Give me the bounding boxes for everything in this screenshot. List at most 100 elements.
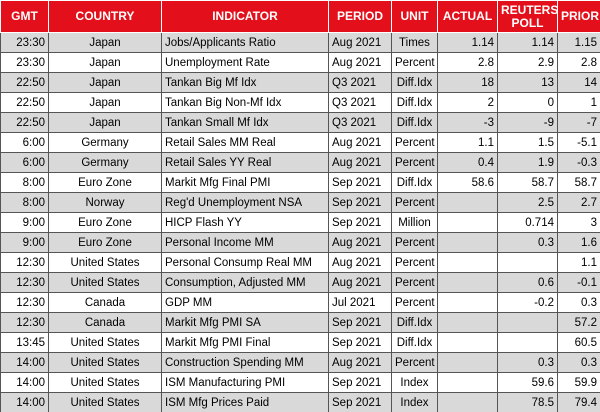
table-cell: Aug 2021: [328, 132, 392, 153]
table-cell: Canada: [48, 292, 162, 313]
table-cell: 0.714: [497, 212, 558, 233]
table-cell: Percent: [391, 252, 438, 273]
table-cell: 2.8: [437, 52, 498, 73]
table-cell: 8:00: [0, 172, 49, 193]
table-cell: Diff.Idx: [391, 72, 438, 93]
table-cell: 0.4: [437, 152, 498, 173]
table-row: 12:30 United States Consumption, Adjusted …: [0, 272, 600, 293]
table-cell: 6:00: [0, 152, 49, 173]
table-cell: Q3 2021: [328, 112, 392, 133]
column-header: INDICATOR: [161, 0, 329, 33]
table-cell: Percent: [391, 132, 438, 153]
table-row: 13:45 United States Markit Mfg PMI Final Se…: [0, 332, 600, 353]
table-cell: [437, 212, 498, 233]
table-cell: 1: [557, 92, 600, 113]
table-row: 9:00 Euro Zone HICP Flash YY Sep 2021 Millio…: [0, 212, 600, 233]
table-cell: -5.1: [557, 132, 600, 153]
table-cell: [437, 192, 498, 213]
table-cell: 13: [497, 72, 558, 93]
table-cell: 58.7: [497, 172, 558, 193]
table-cell: ISM Mfg Prices Paid: [161, 392, 329, 412]
table-cell: 1.1: [557, 252, 600, 273]
table-cell: 0.3: [497, 352, 558, 373]
table-cell: 22:50: [0, 112, 49, 133]
table-row: 22:50 Japan Tankan Big Non-Mf Idx Q3 2021 Di…: [0, 92, 600, 113]
table-row: 8:00 Norway Reg'd Unemployment NSA Sep 2021…: [0, 192, 600, 213]
table-row: 14:00 United States ISM Mfg Prices Paid Sep…: [0, 392, 600, 412]
table-cell: 1.1: [437, 132, 498, 153]
table-cell: Aug 2021: [328, 152, 392, 173]
table-cell: 1.9: [497, 152, 558, 173]
table-body: 23:30 Japan Jobs/Applicants Ratio Aug 2021 T…: [0, 32, 600, 412]
table-cell: 3: [557, 212, 600, 233]
table-cell: Percent: [391, 52, 438, 73]
table-cell: Markit Mfg PMI Final: [161, 332, 329, 353]
table-row: 12:30 Canada GDP MM Jul 2021 Percent -0.2 0.3: [0, 292, 600, 313]
table-cell: 2.8: [557, 52, 600, 73]
column-header: COUNTRY: [48, 0, 162, 33]
table-cell: 2.9: [497, 52, 558, 73]
table-cell: Aug 2021: [328, 52, 392, 73]
table-cell: Tankan Big Mf Idx: [161, 72, 329, 93]
table-cell: 22:50: [0, 72, 49, 93]
table-cell: 2.7: [557, 192, 600, 213]
table-cell: 1.5: [497, 132, 558, 153]
table-cell: 18: [437, 72, 498, 93]
table-cell: 59.6: [497, 372, 558, 393]
table-cell: Aug 2021: [328, 272, 392, 293]
table-cell: United States: [48, 352, 162, 373]
table-cell: Sep 2021: [328, 372, 392, 393]
table-row: 14:00 United States Construction Spending …: [0, 352, 600, 373]
table-cell: Retail Sales MM Real: [161, 132, 329, 153]
table-cell: [437, 392, 498, 412]
table-cell: -7: [557, 112, 600, 133]
table-cell: 2: [437, 92, 498, 113]
column-header: ACTUAL: [437, 0, 498, 33]
table-cell: Aug 2021: [328, 232, 392, 253]
table-cell: [497, 332, 558, 353]
table-cell: Reg'd Unemployment NSA: [161, 192, 329, 213]
table-cell: 8:00: [0, 192, 49, 213]
table-cell: Sep 2021: [328, 192, 392, 213]
table-cell: Consumption, Adjusted MM: [161, 272, 329, 293]
table-cell: Norway: [48, 192, 162, 213]
table-row: 8:00 Euro Zone Markit Mfg Final PMI Sep 202…: [0, 172, 600, 193]
table-cell: ISM Manufacturing PMI: [161, 372, 329, 393]
table-cell: -0.2: [497, 292, 558, 313]
table-cell: 0.6: [497, 272, 558, 293]
table-cell: -0.1: [557, 272, 600, 293]
table-cell: GDP MM: [161, 292, 329, 313]
table-cell: Sep 2021: [328, 392, 392, 412]
table-cell: Million: [391, 212, 438, 233]
table-cell: -9: [497, 112, 558, 133]
table-row: 22:50 Japan Tankan Small Mf Idx Q3 2021 Diff…: [0, 112, 600, 133]
table-cell: [437, 272, 498, 293]
table-cell: Markit Mfg PMI SA: [161, 312, 329, 333]
table-cell: Times: [391, 32, 438, 53]
table-row: 6:00 Germany Retail Sales MM Real Aug 2021 P…: [0, 132, 600, 153]
header-row: GMT COUNTRY INDICATOR PERIOD UNIT ACTUAL REUTE…: [0, 0, 600, 33]
table-cell: Percent: [391, 192, 438, 213]
table-cell: Diff.Idx: [391, 172, 438, 193]
table-cell: 9:00: [0, 232, 49, 253]
table-cell: Personal Consump Real MM: [161, 252, 329, 273]
table-cell: [437, 252, 498, 273]
table-cell: Percent: [391, 232, 438, 253]
table-cell: 2.5: [497, 192, 558, 213]
table-cell: Germany: [48, 132, 162, 153]
table-cell: Germany: [48, 152, 162, 173]
table-cell: Index: [391, 372, 438, 393]
table-cell: Q3 2021: [328, 92, 392, 113]
table-row: 6:00 Germany Retail Sales YY Real Aug 2021 P…: [0, 152, 600, 173]
table-cell: [437, 332, 498, 353]
table-cell: 23:30: [0, 32, 49, 53]
table-cell: Index: [391, 392, 438, 412]
table-cell: HICP Flash YY: [161, 212, 329, 233]
column-header: PRIOR: [557, 0, 600, 33]
table-cell: 78.5: [497, 392, 558, 412]
table-cell: 13:45: [0, 332, 49, 353]
table-cell: 59.9: [557, 372, 600, 393]
table-cell: Diff.Idx: [391, 332, 438, 353]
table-cell: 12:30: [0, 312, 49, 333]
table-cell: Euro Zone: [48, 212, 162, 233]
